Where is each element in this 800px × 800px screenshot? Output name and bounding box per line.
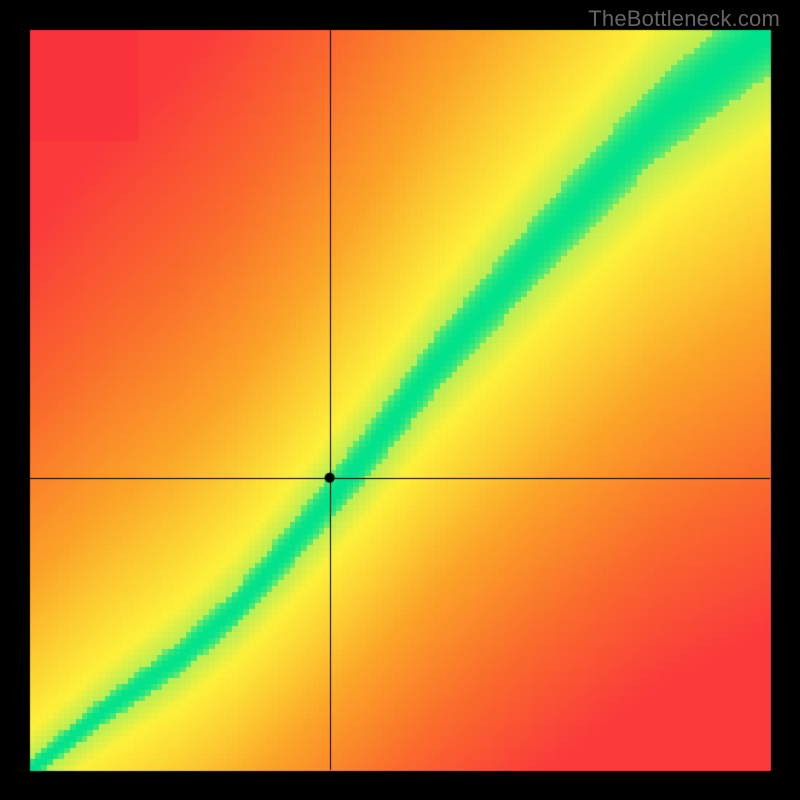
- bottleneck-heatmap: [0, 0, 800, 800]
- watermark-text: TheBottleneck.com: [588, 6, 780, 32]
- chart-container: TheBottleneck.com: [0, 0, 800, 800]
